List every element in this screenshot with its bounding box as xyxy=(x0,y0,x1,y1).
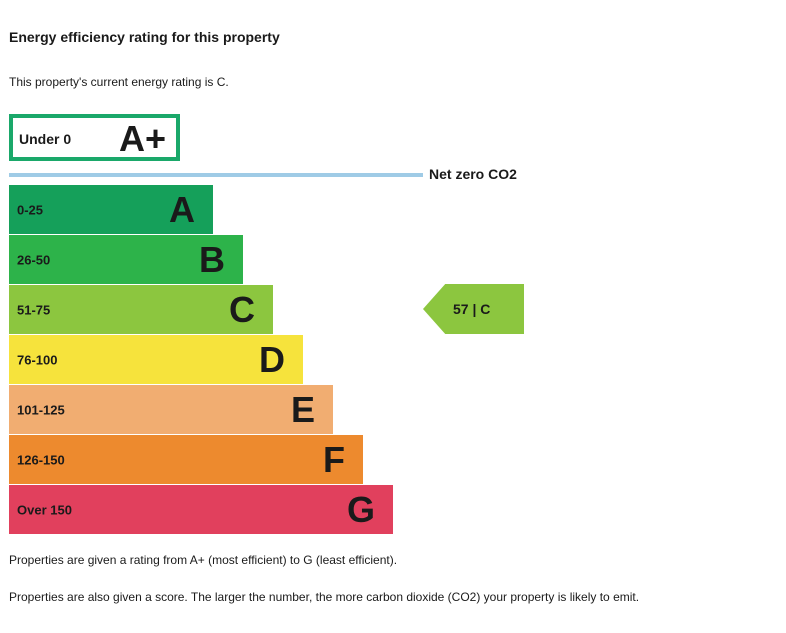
band-a-letter: A xyxy=(169,188,195,230)
band-e-range: 101-125 xyxy=(17,402,65,417)
band-b-letter: B xyxy=(199,238,225,280)
band-c-range: 51-75 xyxy=(17,302,51,317)
band-d-letter: D xyxy=(259,338,285,380)
band-g-range: Over 150 xyxy=(17,502,72,517)
page-title: Energy efficiency rating for this proper… xyxy=(9,29,280,45)
band-f: 126-150 F xyxy=(9,435,363,484)
band-b-range: 26-50 xyxy=(17,252,51,267)
current-rating-arrow: 57 | C xyxy=(423,284,524,334)
score-explanation: Properties are also given a score. The l… xyxy=(9,590,640,604)
band-e: 101-125 E xyxy=(9,385,333,434)
band-c-letter: C xyxy=(229,288,255,330)
band-b: 26-50 B xyxy=(9,235,243,284)
band-d: 76-100 D xyxy=(9,335,303,384)
net-zero-label: Net zero CO2 xyxy=(429,166,517,182)
current-rating-label: 57 | C xyxy=(453,301,491,317)
rating-explanation: Properties are given a rating from A+ (m… xyxy=(9,553,398,567)
band-d-range: 76-100 xyxy=(17,352,58,367)
net-zero-line xyxy=(9,173,423,177)
band-f-letter: F xyxy=(323,438,345,480)
band-f-range: 126-150 xyxy=(17,452,65,467)
band-a-plus: Under 0 A+ xyxy=(9,114,180,161)
band-e-letter: E xyxy=(290,388,315,430)
band-a-plus-letter: A+ xyxy=(118,118,166,159)
band-c: 51-75 C xyxy=(9,285,273,334)
band-a-plus-range: Under 0 xyxy=(19,131,72,147)
current-rating-text: This property's current energy rating is… xyxy=(9,75,229,89)
band-g: Over 150 G xyxy=(9,485,393,534)
band-a-range: 0-25 xyxy=(17,202,44,217)
band-g-letter: G xyxy=(346,488,375,530)
band-a: 0-25 A xyxy=(9,185,213,234)
